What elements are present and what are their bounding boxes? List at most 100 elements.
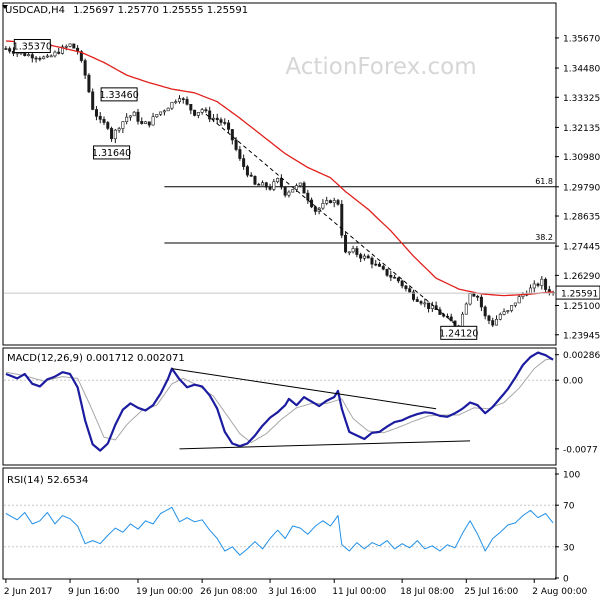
candle-body xyxy=(268,186,272,190)
price-axis-label: 1.25100 xyxy=(563,302,600,312)
price-axis-label: 1.35670 xyxy=(563,34,600,44)
chart-symbol: USDCAD,H4 xyxy=(5,5,65,16)
fibonacci-label: 38.2 xyxy=(535,233,553,242)
candle-body xyxy=(125,116,129,122)
candle-body xyxy=(396,277,400,282)
candle-body xyxy=(294,185,298,190)
candle-body xyxy=(351,248,355,253)
dropdown-arrow-icon[interactable] xyxy=(2,5,8,9)
candle-body xyxy=(517,296,521,304)
rsi-axis-label: 30 xyxy=(563,543,575,553)
candle-body xyxy=(479,296,483,308)
candle-body xyxy=(30,54,34,59)
price-axis-label: 1.32135 xyxy=(563,124,600,134)
candle-body xyxy=(38,57,42,60)
macd-axis: 0.002861 0.00 -0.0077 xyxy=(555,351,600,455)
candle-body xyxy=(359,254,363,259)
candle-body xyxy=(325,200,329,204)
price-axis-label: 1.28635 xyxy=(563,213,600,223)
candle-body xyxy=(204,109,208,112)
candle-body xyxy=(234,139,238,150)
candle-body xyxy=(34,57,38,60)
candle-body xyxy=(128,115,132,118)
candle-body xyxy=(313,206,317,212)
candle-body xyxy=(211,117,215,120)
candle-body xyxy=(344,234,348,253)
rsi-axis-label: 70 xyxy=(563,502,575,512)
candle-body xyxy=(230,129,234,141)
candle-body xyxy=(298,182,302,186)
candle-body xyxy=(79,51,83,61)
candle-body xyxy=(400,280,404,287)
rsi-axis-label: 100 xyxy=(563,471,580,481)
candle-body xyxy=(287,191,291,196)
candle-body xyxy=(510,305,514,311)
macd-axis-label: -0.0077 xyxy=(563,445,598,455)
macd-line xyxy=(5,351,554,452)
candle-body xyxy=(136,111,140,122)
candle-body xyxy=(94,109,98,117)
price-axis-label: 1.29790 xyxy=(563,183,600,193)
price-annotation-box xyxy=(93,145,131,160)
candle-body xyxy=(427,302,431,309)
price-annotation-label: 1.24120 xyxy=(439,328,478,339)
moving-average-line xyxy=(5,40,554,297)
candle-body xyxy=(53,51,57,57)
candle-body xyxy=(468,293,472,305)
candle-body xyxy=(106,122,110,129)
price-annotation-label: 1.33460 xyxy=(99,90,138,101)
candle-body xyxy=(472,293,476,297)
candle-body xyxy=(434,305,438,310)
rsi-panel-frame xyxy=(2,467,557,580)
watermark: ActionForex.com xyxy=(285,54,476,80)
rsi-title: RSI(14) 52.6534 xyxy=(7,475,88,486)
candle-body xyxy=(249,174,253,177)
candle-body xyxy=(208,110,212,120)
candle-body xyxy=(536,283,540,286)
candle-body xyxy=(272,181,276,190)
candle-body xyxy=(174,101,178,103)
candle-body xyxy=(362,255,366,259)
candle-body xyxy=(306,192,310,201)
candle-body xyxy=(162,110,166,113)
candle-body xyxy=(140,121,144,124)
candle-body xyxy=(279,178,283,188)
candle-body xyxy=(144,121,148,124)
candle-body xyxy=(117,128,121,131)
candle-body xyxy=(310,199,314,208)
candle-body xyxy=(98,115,102,120)
candle-body xyxy=(389,275,393,278)
candle-body xyxy=(23,52,27,57)
candle-body xyxy=(242,158,246,167)
macd-axis-label: 0.002861 xyxy=(563,351,600,361)
rsi-axis-label: 0 xyxy=(563,575,569,585)
time-axis-label: 18 Jul 08:00 xyxy=(400,587,454,597)
candle-body xyxy=(385,268,389,276)
candle-body xyxy=(347,251,351,254)
price-candles xyxy=(4,43,555,334)
candle-body xyxy=(321,203,325,209)
candle-body xyxy=(328,200,332,204)
price-axis-label: 1.23945 xyxy=(563,331,600,341)
candle-body xyxy=(464,303,468,315)
candle-body xyxy=(219,119,223,123)
candle-body xyxy=(336,200,340,205)
candle-body xyxy=(438,309,442,315)
candle-body xyxy=(42,56,46,60)
candle-body xyxy=(374,263,378,266)
candle-body xyxy=(366,255,370,259)
macd-trendline xyxy=(171,368,437,410)
time-axis: 2 Jun 2017 9 Jun 16:00 19 Jun 00:00 26 Jun … xyxy=(4,579,587,597)
candle-body xyxy=(189,104,193,111)
candle-body xyxy=(257,183,261,186)
macd-title: MACD(12,26,9) 0.001712 0.002071 xyxy=(7,353,185,364)
rsi-line xyxy=(5,506,554,556)
rsi-axis: 100 70 30 0 xyxy=(555,471,580,585)
candle-body xyxy=(170,101,174,109)
candle-body xyxy=(68,43,72,47)
candle-body xyxy=(113,129,117,140)
candle-body xyxy=(415,299,419,302)
time-axis-label: 2 Jun 2017 xyxy=(4,587,52,597)
